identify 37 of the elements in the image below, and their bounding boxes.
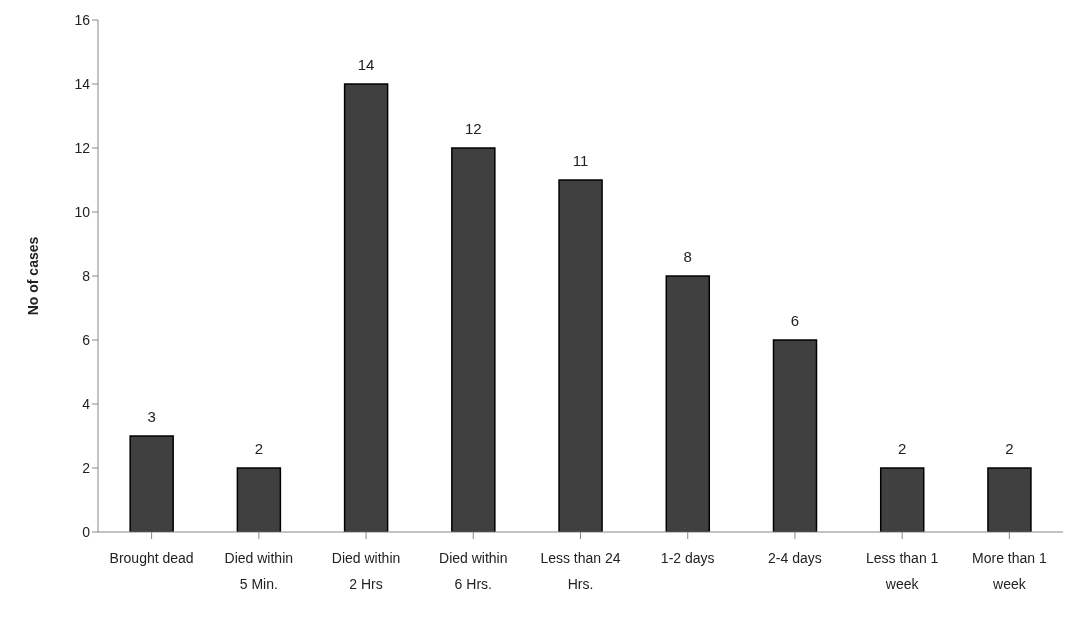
x-tick-label: 2-4 days	[768, 550, 822, 566]
data-label: 3	[147, 408, 156, 425]
y-axis-title: No of cases	[24, 236, 41, 316]
y-tick-label: 6	[82, 331, 91, 348]
y-tick-label: 16	[74, 11, 91, 28]
bar	[665, 275, 711, 532]
bar	[558, 179, 603, 532]
x-tick-label: More than 1 week	[972, 550, 1047, 592]
data-label: 8	[683, 248, 692, 265]
x-tick-label: Died within 5 Min.	[224, 550, 294, 592]
bar	[772, 339, 818, 532]
data-label: 11	[572, 152, 589, 169]
data-label: 2	[898, 440, 907, 457]
bar	[129, 435, 174, 532]
data-label: 14	[357, 56, 375, 73]
y-tick-label: 14	[74, 75, 91, 92]
y-tick-label: 4	[82, 395, 91, 412]
y-tick-label: 0	[82, 523, 91, 540]
bar	[343, 83, 389, 532]
bar	[879, 467, 925, 532]
bar	[236, 467, 282, 532]
y-tick-label: 2	[82, 459, 91, 476]
x-tick-label: Less than 24 Hrs.	[540, 550, 621, 592]
x-tick-label: 1-2 days	[660, 550, 715, 566]
y-tick-label: 10	[74, 203, 91, 220]
data-label: 6	[790, 312, 800, 329]
x-tick-label: Died within 2 Hrs	[331, 550, 401, 592]
bar	[987, 467, 1032, 532]
x-tick-label: Less than 1 week	[865, 550, 939, 592]
data-label: 2	[1005, 440, 1014, 457]
data-label: 12	[464, 120, 482, 137]
x-tick-label: Died within 6 Hrs.	[439, 550, 508, 592]
y-tick-label: 12	[74, 139, 91, 156]
x-tick-label: Brought dead	[109, 550, 194, 566]
data-label: 2	[254, 440, 264, 457]
bar	[451, 147, 496, 532]
y-tick-label: 8	[82, 267, 91, 284]
